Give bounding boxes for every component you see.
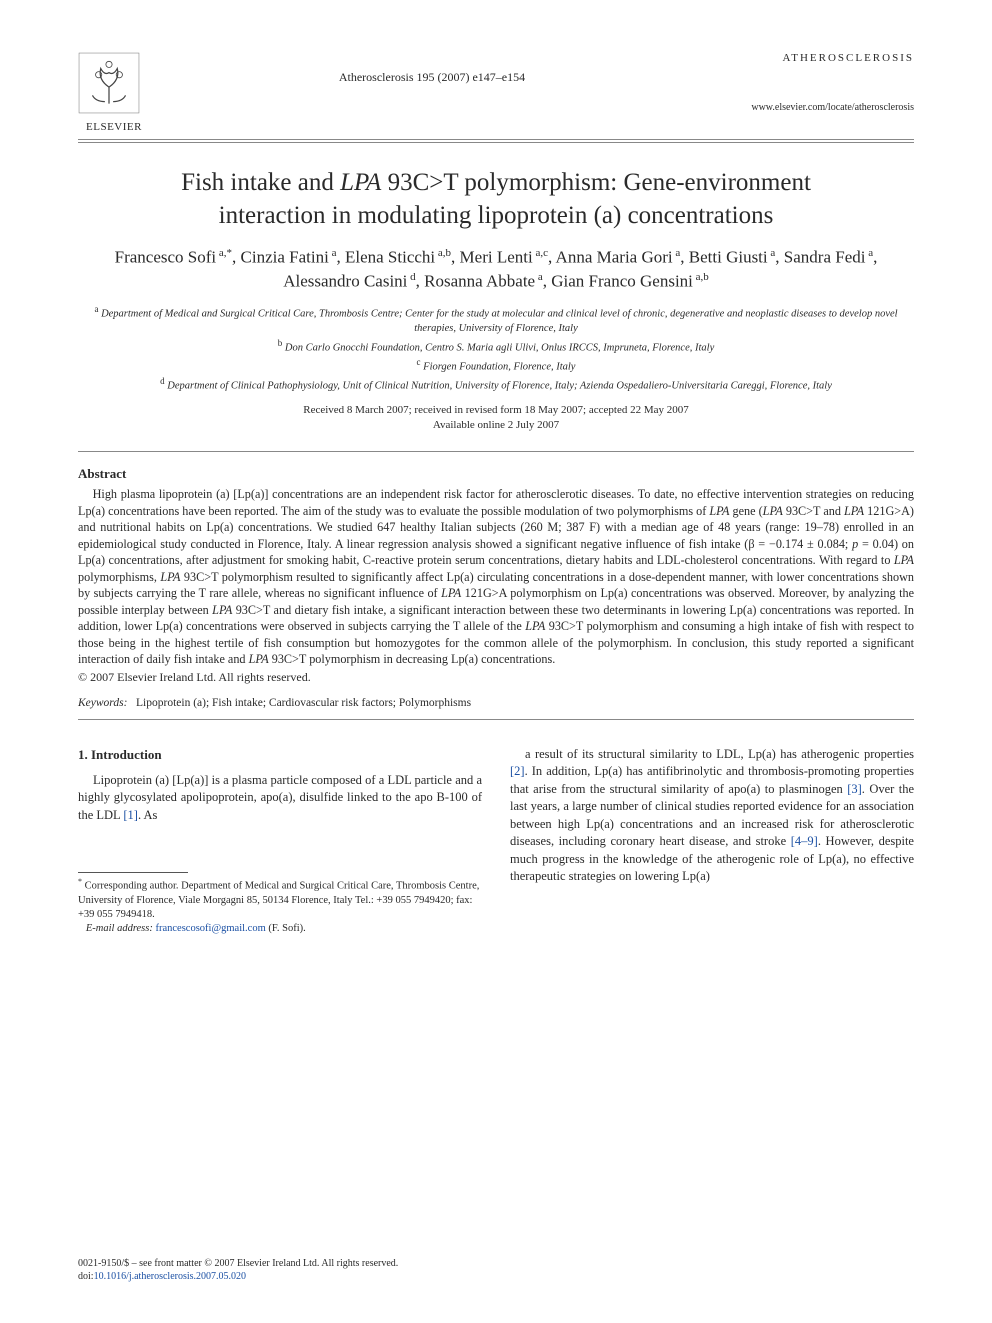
affiliation-d: d Department of Clinical Pathophysiology… bbox=[78, 375, 914, 394]
corresponding-author-footnote: * Corresponding author. Department of Me… bbox=[78, 877, 482, 936]
left-column: 1. Introduction Lipoprotein (a) [Lp(a)] … bbox=[78, 746, 482, 937]
ref-4-9[interactable]: [4–9] bbox=[791, 834, 818, 848]
doi-link[interactable]: 10.1016/j.atherosclerosis.2007.05.020 bbox=[94, 1271, 246, 1282]
keywords: Keywords: Lipoprotein (a); Fish intake; … bbox=[78, 697, 914, 709]
journal-url: www.elsevier.com/locate/atherosclerosis bbox=[714, 102, 914, 113]
ref-1[interactable]: [1] bbox=[123, 808, 138, 822]
abstract-rule-top bbox=[78, 451, 914, 452]
body-columns: 1. Introduction Lipoprotein (a) [Lp(a)] … bbox=[78, 746, 914, 937]
affiliation-a: a Department of Medical and Surgical Cri… bbox=[78, 303, 914, 337]
intro-left-paragraph: Lipoprotein (a) [Lp(a)] is a plasma part… bbox=[78, 772, 482, 825]
title-line-2: interaction in modulating lipoprotein (a… bbox=[219, 202, 774, 229]
page-footer: 0021-9150/$ – see front matter © 2007 El… bbox=[78, 1257, 914, 1283]
abstract-section: Abstract High plasma lipoprotein (a) [Lp… bbox=[78, 466, 914, 684]
received-date: Received 8 March 2007; received in revis… bbox=[78, 403, 914, 418]
footer-copyright: 0021-9150/$ – see front matter © 2007 El… bbox=[78, 1257, 914, 1270]
affiliation-c: c Fiorgen Foundation, Florence, Italy bbox=[78, 356, 914, 375]
abstract-rule-bottom bbox=[78, 719, 914, 720]
elsevier-tree-icon bbox=[78, 52, 140, 114]
title-line-1: Fish intake and LPA 93C>T polymorphism: … bbox=[181, 169, 811, 196]
journal-name: ATHEROSCLEROSIS bbox=[714, 52, 914, 64]
keywords-value: Lipoprotein (a); Fish intake; Cardiovasc… bbox=[136, 697, 471, 709]
journal-header: ELSEVIER Atherosclerosis 195 (2007) e147… bbox=[78, 52, 914, 133]
citation: Atherosclerosis 195 (2007) e147–e154 bbox=[150, 52, 714, 85]
email-suffix: (F. Sofi). bbox=[268, 923, 305, 934]
abstract-heading: Abstract bbox=[78, 466, 914, 482]
email-label: E-mail address: bbox=[86, 923, 153, 934]
affiliation-c-text: Fiorgen Foundation, Florence, Italy bbox=[423, 362, 575, 373]
authors-list: Francesco Sofi a,*, Cinzia Fatini a, Ele… bbox=[78, 246, 914, 293]
footer-doi: doi:10.1016/j.atherosclerosis.2007.05.02… bbox=[78, 1270, 914, 1283]
ref-2[interactable]: [2] bbox=[510, 764, 525, 778]
journal-block: ATHEROSCLEROSIS www.elsevier.com/locate/… bbox=[714, 52, 914, 113]
keywords-label: Keywords: bbox=[78, 697, 127, 709]
footnote-rule bbox=[78, 872, 188, 873]
corresponding-text: Corresponding author. Department of Medi… bbox=[78, 881, 479, 920]
header-rule-1 bbox=[78, 139, 914, 140]
affiliation-a-text: Department of Medical and Surgical Criti… bbox=[101, 309, 898, 335]
publisher-name: ELSEVIER bbox=[78, 121, 150, 133]
online-date: Available online 2 July 2007 bbox=[78, 418, 914, 433]
abstract-body: High plasma lipoprotein (a) [Lp(a)] conc… bbox=[78, 486, 914, 667]
intro-right-paragraph: a result of its structural similarity to… bbox=[510, 746, 914, 886]
publisher-logo: ELSEVIER bbox=[78, 52, 150, 133]
affiliation-b: b Don Carlo Gnocchi Foundation, Centro S… bbox=[78, 337, 914, 356]
article-dates: Received 8 March 2007; received in revis… bbox=[78, 403, 914, 434]
intro-heading: 1. Introduction bbox=[78, 746, 482, 764]
right-column: a result of its structural similarity to… bbox=[510, 746, 914, 937]
ref-3[interactable]: [3] bbox=[847, 782, 862, 796]
affiliation-d-text: Department of Clinical Pathophysiology, … bbox=[167, 381, 832, 392]
abstract-copyright: © 2007 Elsevier Ireland Ltd. All rights … bbox=[78, 670, 914, 685]
header-rule-2 bbox=[78, 142, 914, 143]
article-title: Fish intake and LPA 93C>T polymorphism: … bbox=[78, 167, 914, 232]
corresponding-email-link[interactable]: francescosofi@gmail.com bbox=[155, 923, 265, 934]
affiliations: a Department of Medical and Surgical Cri… bbox=[78, 303, 914, 394]
affiliation-b-text: Don Carlo Gnocchi Foundation, Centro S. … bbox=[285, 343, 714, 354]
